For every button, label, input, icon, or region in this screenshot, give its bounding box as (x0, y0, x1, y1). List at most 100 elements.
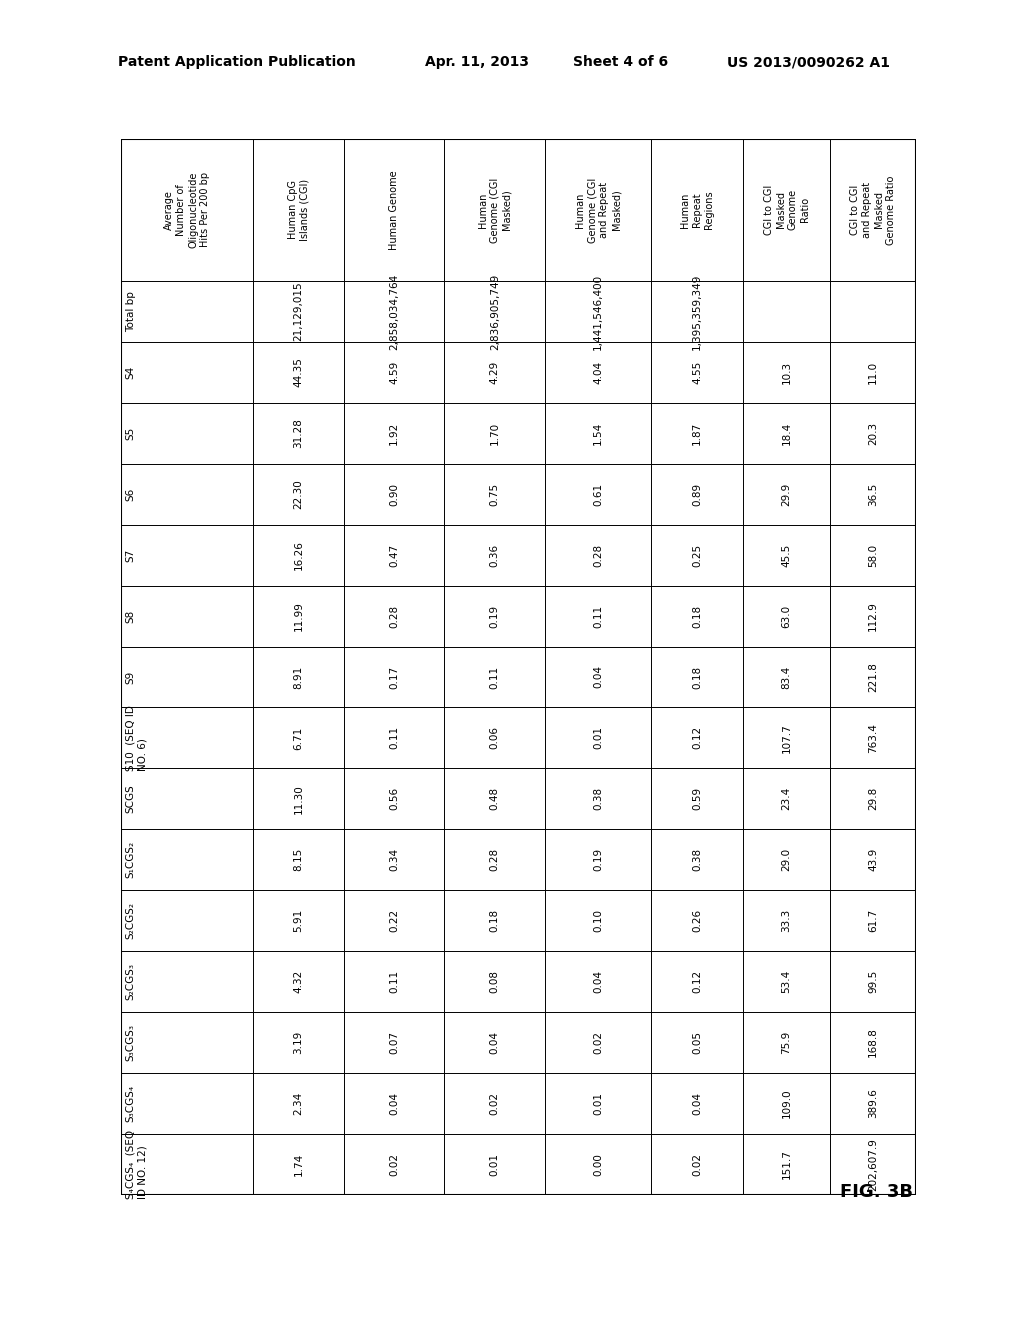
Text: 0.12: 0.12 (692, 726, 702, 750)
Text: 0.34: 0.34 (389, 849, 399, 871)
Text: 0.05: 0.05 (692, 1031, 702, 1053)
Text: S6: S6 (126, 487, 135, 500)
Text: 0.02: 0.02 (593, 1031, 603, 1053)
Text: 0.75: 0.75 (489, 483, 500, 506)
Text: 4.55: 4.55 (692, 360, 702, 384)
Text: 1,395,359,349: 1,395,359,349 (692, 273, 702, 350)
Text: 1.54: 1.54 (593, 422, 603, 445)
Text: 99.5: 99.5 (868, 970, 879, 993)
Text: 0.36: 0.36 (489, 544, 500, 566)
Text: 0.28: 0.28 (389, 605, 399, 627)
Text: 0.01: 0.01 (593, 1092, 603, 1115)
Text: 61.7: 61.7 (868, 909, 879, 932)
Text: 45.5: 45.5 (781, 544, 792, 566)
Text: 0.04: 0.04 (593, 665, 603, 689)
Text: 2,858,034,764: 2,858,034,764 (389, 273, 399, 350)
Text: 4.04: 4.04 (593, 360, 603, 384)
Text: 0.28: 0.28 (593, 544, 603, 566)
Text: S4: S4 (126, 366, 135, 379)
Text: 0.18: 0.18 (489, 909, 500, 932)
Text: 44.35: 44.35 (294, 358, 303, 388)
Text: 0.19: 0.19 (489, 605, 500, 627)
Text: 0.26: 0.26 (692, 909, 702, 932)
Text: 0.25: 0.25 (692, 544, 702, 566)
Text: 0.06: 0.06 (489, 726, 500, 750)
Text: S₃CGS₃: S₃CGS₃ (126, 1024, 135, 1061)
Text: Apr. 11, 2013: Apr. 11, 2013 (425, 55, 529, 70)
Text: 0.12: 0.12 (692, 970, 702, 993)
Text: 6.71: 6.71 (294, 726, 303, 750)
Text: S₁CGS₂: S₁CGS₂ (126, 841, 135, 878)
Text: Average
Number of
Oligonucleotide
Hits Per 200 bp: Average Number of Oligonucleotide Hits P… (164, 172, 210, 248)
Text: 0.10: 0.10 (593, 909, 603, 932)
Text: 8.91: 8.91 (294, 665, 303, 689)
Text: S₂CGS₂: S₂CGS₂ (126, 902, 135, 939)
Text: 4.59: 4.59 (389, 360, 399, 384)
Text: 763.4: 763.4 (868, 723, 879, 752)
Text: 2.34: 2.34 (294, 1092, 303, 1115)
Text: 0.01: 0.01 (489, 1152, 500, 1176)
Text: Human
Genome (CGI
Masked): Human Genome (CGI Masked) (478, 177, 512, 243)
Text: CGI to CGI
and Repeat
Masked
Genome Ratio: CGI to CGI and Repeat Masked Genome Rati… (850, 176, 896, 244)
Text: FIG. 3B: FIG. 3B (840, 1183, 912, 1201)
Text: 1.92: 1.92 (389, 422, 399, 445)
Text: 75.9: 75.9 (781, 1031, 792, 1053)
Text: Human CpG
Islands (CGI): Human CpG Islands (CGI) (288, 178, 309, 242)
Text: 11.0: 11.0 (868, 360, 879, 384)
Text: 43.9: 43.9 (868, 847, 879, 871)
Text: 0.11: 0.11 (593, 605, 603, 627)
Text: 29.9: 29.9 (781, 483, 792, 506)
Text: 202,607.9: 202,607.9 (868, 1138, 879, 1191)
Text: 21,129,015: 21,129,015 (294, 281, 303, 342)
Text: 5.91: 5.91 (294, 909, 303, 932)
Text: 1.70: 1.70 (489, 422, 500, 445)
Text: 1.74: 1.74 (294, 1152, 303, 1176)
Text: 23.4: 23.4 (781, 787, 792, 810)
Text: Human
Genome (CGI
and Repeat
Masked): Human Genome (CGI and Repeat Masked) (575, 177, 622, 243)
Text: 58.0: 58.0 (868, 544, 879, 566)
Text: 0.08: 0.08 (489, 970, 500, 993)
Text: 0.04: 0.04 (389, 1092, 399, 1115)
Text: 0.02: 0.02 (489, 1092, 500, 1115)
Text: Human
Repeat
Regions: Human Repeat Regions (680, 190, 714, 230)
Text: 4.32: 4.32 (294, 970, 303, 993)
Text: 0.02: 0.02 (389, 1152, 399, 1176)
Text: 0.38: 0.38 (692, 849, 702, 871)
Text: 0.11: 0.11 (489, 665, 500, 689)
Text: SCGS: SCGS (126, 784, 135, 813)
Text: 0.00: 0.00 (593, 1152, 603, 1176)
Text: 0.04: 0.04 (489, 1031, 500, 1053)
Text: S₃CGS₄: S₃CGS₄ (126, 1085, 135, 1122)
Text: 0.19: 0.19 (593, 849, 603, 871)
Text: 0.18: 0.18 (692, 605, 702, 627)
Text: 83.4: 83.4 (781, 665, 792, 689)
Text: 0.47: 0.47 (389, 544, 399, 566)
Text: 29.8: 29.8 (868, 787, 879, 810)
Text: S9: S9 (126, 671, 135, 684)
Text: US 2013/0090262 A1: US 2013/0090262 A1 (727, 55, 890, 70)
Text: 22.30: 22.30 (294, 479, 303, 510)
Text: 107.7: 107.7 (781, 723, 792, 752)
Text: 0.90: 0.90 (389, 483, 399, 506)
Text: 20.3: 20.3 (868, 422, 879, 445)
Text: 0.38: 0.38 (593, 787, 603, 810)
Text: 112.9: 112.9 (868, 601, 879, 631)
Text: Sheet 4 of 6: Sheet 4 of 6 (573, 55, 669, 70)
Text: 0.11: 0.11 (389, 726, 399, 750)
Text: 0.59: 0.59 (692, 787, 702, 810)
Text: 109.0: 109.0 (781, 1089, 792, 1118)
Text: 0.01: 0.01 (593, 726, 603, 750)
Text: 3.19: 3.19 (294, 1031, 303, 1053)
Text: 151.7: 151.7 (781, 1150, 792, 1179)
Text: Human Genome: Human Genome (389, 170, 399, 249)
Text: 10.3: 10.3 (781, 360, 792, 384)
Text: 11.99: 11.99 (294, 601, 303, 631)
Text: 0.07: 0.07 (389, 1031, 399, 1053)
Text: 0.22: 0.22 (389, 909, 399, 932)
Text: 11.30: 11.30 (294, 784, 303, 813)
Text: 33.3: 33.3 (781, 909, 792, 932)
Text: 0.18: 0.18 (692, 665, 702, 689)
Text: 1,441,546,400: 1,441,546,400 (593, 273, 603, 350)
Text: 2,836,905,749: 2,836,905,749 (489, 273, 500, 350)
Text: 4.29: 4.29 (489, 360, 500, 384)
